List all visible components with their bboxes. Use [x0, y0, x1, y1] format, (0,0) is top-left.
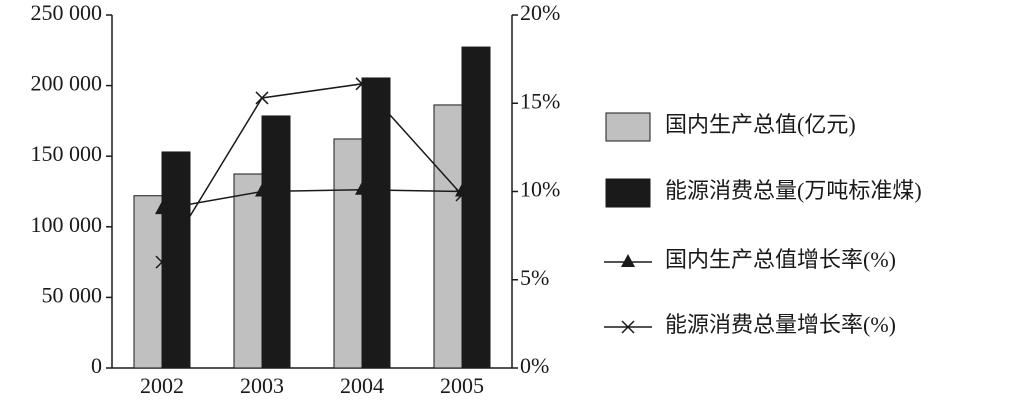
legend-swatch — [605, 112, 651, 142]
y2-tick-label: 15% — [520, 88, 560, 113]
bar — [161, 151, 191, 369]
marker — [621, 320, 635, 334]
marker — [155, 255, 169, 269]
marker — [255, 91, 269, 105]
line — [161, 188, 463, 210]
legend-label: 能源消费总量增长率(%) — [665, 312, 896, 337]
y2-tick-label: 0% — [520, 353, 549, 378]
x-tick-label: 2004 — [340, 373, 384, 398]
marker — [621, 254, 635, 267]
legend-swatch — [605, 178, 651, 208]
y-tick-label: 200 000 — [31, 71, 103, 96]
bar — [133, 195, 163, 369]
marker — [455, 188, 469, 202]
marker — [355, 77, 369, 91]
line — [161, 83, 463, 263]
marker — [255, 183, 269, 197]
marker — [155, 201, 169, 215]
bar — [361, 77, 391, 369]
marker — [355, 181, 369, 195]
y2-tick-label: 10% — [520, 177, 560, 202]
y-tick-label: 50 000 — [42, 282, 103, 307]
bar — [233, 173, 263, 369]
y2-tick-label: 20% — [520, 0, 560, 25]
bar — [333, 138, 363, 369]
y-tick-label: 0 — [91, 353, 102, 378]
y2-tick-label: 5% — [520, 265, 549, 290]
y-tick-label: 150 000 — [31, 141, 103, 166]
x-tick-label: 2002 — [140, 373, 184, 398]
bar — [461, 46, 491, 369]
marker — [455, 183, 469, 197]
y-tick-label: 100 000 — [31, 212, 103, 237]
legend-label: 国内生产总值(亿元) — [665, 112, 856, 137]
y-tick-label: 250 000 — [31, 0, 103, 25]
bar — [261, 115, 291, 369]
x-tick-label: 2005 — [440, 373, 484, 398]
legend-label: 国内生产总值增长率(%) — [665, 247, 896, 272]
bar — [433, 104, 463, 369]
x-tick-label: 2003 — [240, 373, 284, 398]
legend-label: 能源消费总量(万吨标准煤) — [665, 178, 922, 203]
